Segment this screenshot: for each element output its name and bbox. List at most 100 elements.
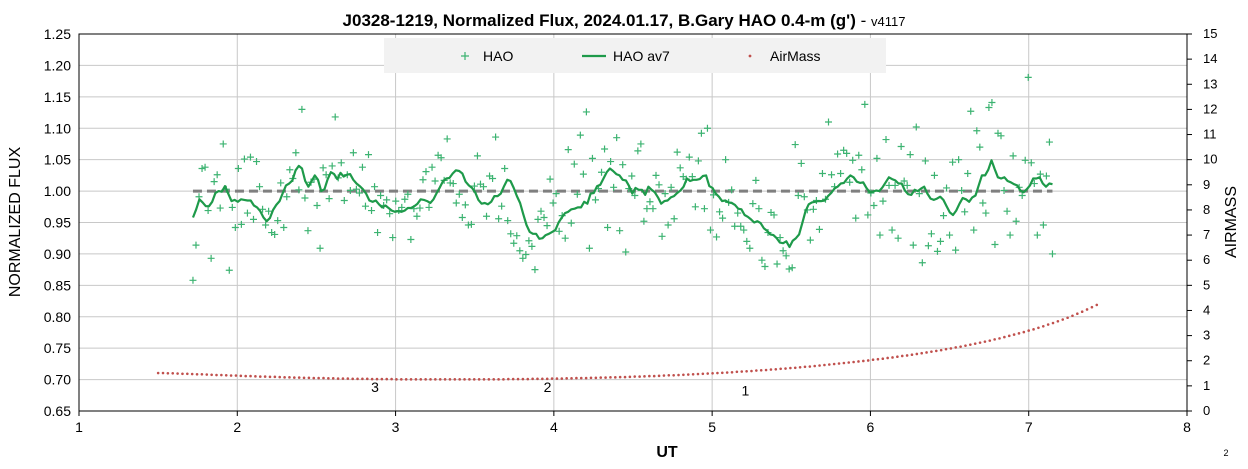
- airmass-point: [516, 377, 520, 381]
- airmass-point: [166, 372, 170, 375]
- airmass-point: [400, 378, 403, 381]
- hao-point: [189, 276, 197, 284]
- hao-point: [719, 214, 727, 222]
- airmass-point: [1085, 308, 1089, 311]
- hao-point: [301, 194, 309, 202]
- y-tick-label: 1.00: [44, 183, 71, 199]
- legend-label-airmass: AirMass: [770, 48, 821, 64]
- airmass-point: [327, 377, 330, 380]
- airmass-point: [842, 361, 846, 365]
- legend-items: HAO HAO av7 AirMass: [461, 48, 821, 64]
- airmass-point: [390, 377, 393, 381]
- hao-point: [761, 262, 769, 270]
- airmass-point: [336, 377, 340, 380]
- airmass-point: [380, 377, 384, 381]
- hao-point: [912, 123, 920, 131]
- hao-point: [700, 205, 708, 213]
- plot-frame: [78, 33, 1188, 412]
- airmass-point: [409, 378, 413, 381]
- chart-title: J0328-1219, Normalized Flux, 2024.01.17,…: [343, 11, 906, 30]
- hao-point: [198, 164, 206, 172]
- hao-point: [676, 164, 684, 172]
- hao-point: [207, 254, 215, 262]
- hao-point: [946, 231, 954, 239]
- airmass-point: [186, 372, 189, 376]
- airmass-point: [545, 377, 549, 381]
- hao-point: [933, 247, 941, 255]
- airmass-point: [832, 362, 836, 366]
- airmass-point: [682, 373, 685, 377]
- x-tick-label: 3: [392, 419, 400, 435]
- hao-point: [900, 177, 908, 185]
- hao-point: [649, 205, 657, 213]
- airmass-point: [570, 377, 573, 380]
- hao-point: [1036, 170, 1044, 178]
- airmass-point: [200, 373, 204, 376]
- hao-point: [322, 171, 330, 179]
- hao-point: [897, 142, 905, 150]
- hao-point: [464, 221, 472, 229]
- airmass-point: [1061, 318, 1065, 321]
- airmass-point: [847, 361, 851, 364]
- airmass-point: [677, 373, 680, 377]
- hao-point: [525, 237, 533, 245]
- hao-point: [467, 220, 475, 228]
- y2-tick-label: 7: [1203, 227, 1210, 242]
- airmass-point: [210, 373, 213, 377]
- airmass-point: [215, 373, 218, 377]
- hao-point: [528, 242, 536, 250]
- airmass-point: [686, 373, 690, 376]
- hao-point: [598, 168, 606, 176]
- y2-tick-label: 6: [1203, 252, 1210, 267]
- hao-point: [697, 129, 705, 137]
- y-tick-label: 1.10: [44, 120, 71, 136]
- hao-point: [337, 159, 345, 167]
- hao-point: [770, 211, 778, 219]
- hao-point: [543, 222, 551, 230]
- hao-point: [782, 252, 790, 260]
- hao-point: [219, 140, 227, 148]
- airmass-point: [1056, 319, 1060, 323]
- legend: HAO HAO av7 AirMass: [384, 38, 886, 73]
- airmass-point: [667, 374, 671, 377]
- hao-point: [894, 234, 902, 242]
- airmass-point: [944, 347, 948, 351]
- airmass-point: [784, 367, 787, 370]
- airmass-point: [609, 376, 612, 379]
- airmass-point: [487, 378, 491, 381]
- hao-point: [416, 204, 424, 212]
- y-tick-label: 0.70: [44, 372, 71, 388]
- hao-point: [449, 180, 457, 188]
- airmass-point: [497, 378, 500, 381]
- hao-point: [249, 215, 257, 223]
- hao-point: [213, 171, 221, 179]
- airmass-point: [263, 375, 267, 378]
- hao-point: [1048, 250, 1056, 258]
- hao-point: [461, 201, 469, 209]
- airmass-point: [930, 350, 933, 353]
- hao-point: [549, 199, 557, 207]
- airmass-point: [706, 372, 710, 375]
- hao-point: [428, 163, 436, 171]
- airmass-point: [993, 338, 996, 341]
- airmass-point: [949, 347, 953, 350]
- hao-point: [588, 154, 596, 162]
- airmass-point: [1041, 325, 1045, 328]
- hao-point: [870, 202, 878, 210]
- airmass-point: [229, 374, 233, 377]
- y2-tick-label: 1: [1203, 378, 1210, 393]
- y2-tick-label: 5: [1203, 277, 1210, 292]
- hao-point: [243, 209, 251, 217]
- y-tick-label: 1.15: [44, 89, 71, 105]
- hao-point: [667, 183, 675, 191]
- airmass-point: [837, 362, 841, 365]
- legend-marker-airmass: [748, 54, 752, 58]
- hao-point: [358, 163, 366, 171]
- hao-point: [446, 179, 454, 187]
- hao-point: [522, 251, 530, 259]
- hao-point: [346, 186, 354, 194]
- hao-point: [797, 159, 805, 167]
- airmass-point: [793, 366, 797, 370]
- airmass-point: [779, 367, 782, 371]
- hao-point: [489, 175, 497, 183]
